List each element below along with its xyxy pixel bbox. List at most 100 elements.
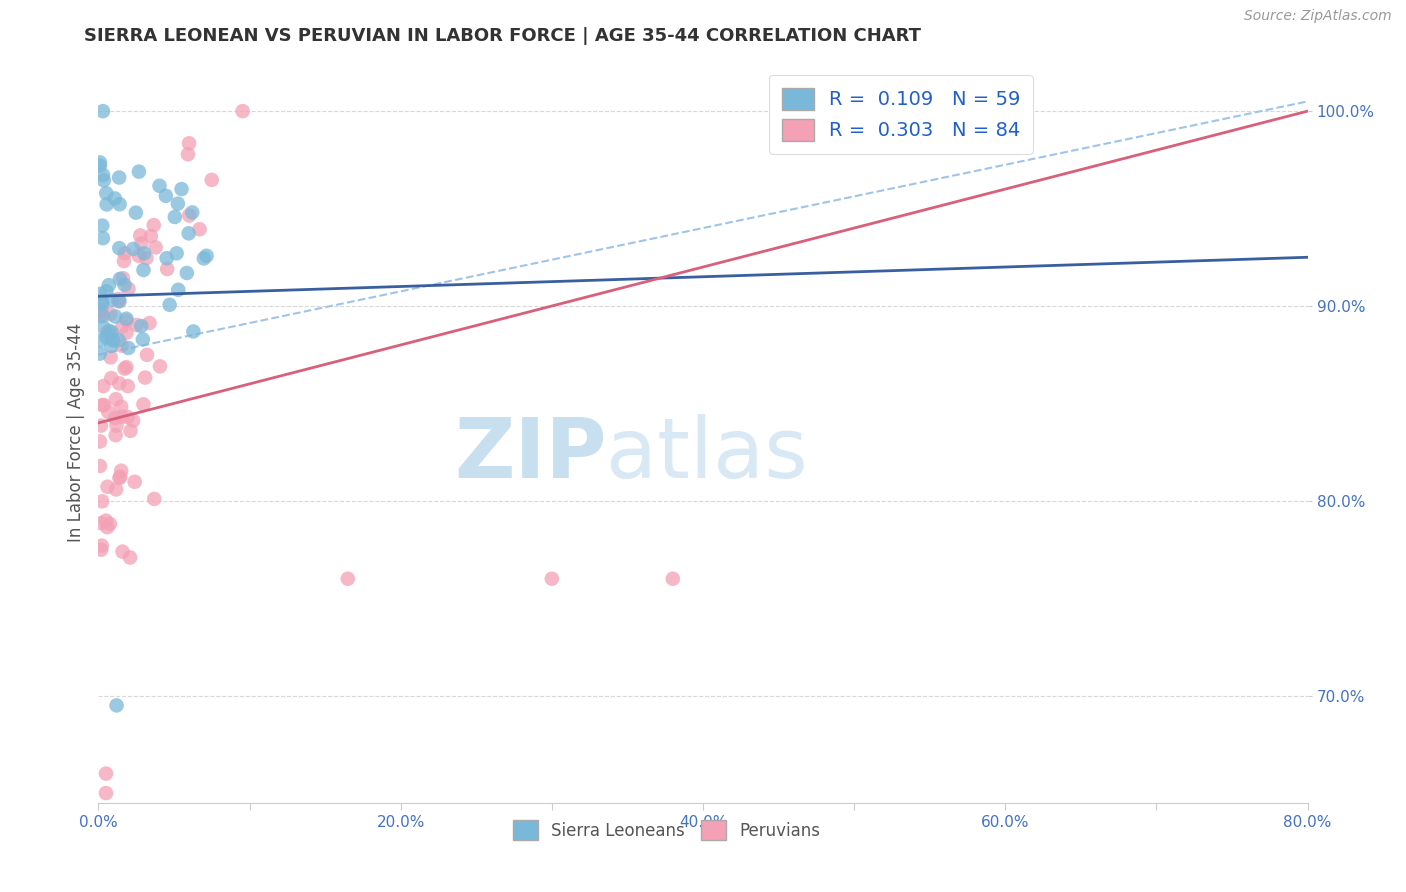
Point (97, 405, 120, 419)
Point (105, 418, 128, 433)
Point (115, 313, 138, 327)
Point (122, 414, 145, 428)
Point (108, 294, 131, 309)
Text: ZIP: ZIP (454, 414, 606, 495)
Point (188, 222, 211, 236)
Point (96, 186, 118, 201)
Point (148, 178, 170, 193)
Point (661, 572, 683, 586)
Point (111, 271, 134, 285)
Point (91, 297, 114, 311)
Point (177, 147, 200, 161)
Point (143, 491, 166, 506)
Point (120, 550, 142, 565)
Point (128, 164, 150, 178)
Point (132, 333, 155, 347)
Point (181, 205, 204, 219)
Point (193, 252, 215, 266)
Point (115, 360, 138, 375)
Point (132, 246, 155, 260)
Point (166, 196, 188, 211)
Text: SIERRA LEONEAN VS PERUVIAN IN LABOR FORCE | AGE 35-44 CORRELATION CHART: SIERRA LEONEAN VS PERUVIAN IN LABOR FORC… (84, 27, 921, 45)
Point (104, 428, 127, 442)
Point (110, 400, 132, 414)
Point (93, 398, 115, 412)
Point (156, 262, 179, 277)
Point (89, 155, 111, 169)
Point (89, 346, 111, 360)
Point (540, 572, 562, 586)
Point (89, 434, 111, 449)
Point (104, 310, 127, 324)
Point (132, 263, 155, 277)
Point (90, 302, 112, 317)
Point (129, 228, 152, 243)
Point (90, 542, 112, 557)
Point (100, 351, 122, 365)
Point (104, 411, 127, 425)
Point (115, 311, 138, 326)
Point (105, 483, 128, 497)
Point (96, 326, 118, 340)
Point (89, 309, 111, 323)
Point (90, 333, 112, 347)
Point (176, 266, 198, 280)
Point (117, 341, 139, 355)
Point (114, 277, 136, 292)
Point (120, 424, 142, 438)
Point (101, 293, 124, 307)
Point (98, 307, 121, 321)
Point (201, 173, 224, 187)
Point (98, 324, 121, 338)
Point (100, 329, 122, 343)
Point (111, 339, 134, 353)
Point (156, 251, 179, 265)
Point (155, 189, 177, 203)
Point (117, 282, 139, 296)
Point (90, 294, 112, 309)
Point (90, 305, 112, 319)
Point (177, 227, 200, 241)
Point (132, 397, 155, 411)
Point (122, 242, 145, 256)
Point (104, 191, 127, 205)
Point (89, 458, 111, 473)
Point (98, 516, 121, 531)
Point (114, 246, 136, 260)
Point (166, 246, 188, 260)
Point (124, 475, 146, 489)
Point (90, 516, 112, 531)
Point (336, 572, 359, 586)
Point (108, 197, 131, 211)
Point (96, 285, 118, 299)
Point (108, 170, 131, 185)
Point (107, 333, 129, 347)
Point (97, 278, 120, 293)
Point (101, 332, 124, 346)
Point (111, 319, 134, 334)
Point (94, 766, 117, 780)
Point (110, 464, 132, 478)
Point (149, 359, 172, 374)
Point (100, 339, 122, 353)
Point (117, 379, 139, 393)
Point (114, 361, 136, 376)
Point (129, 319, 152, 334)
Point (91, 231, 114, 245)
Point (100, 371, 122, 385)
Point (101, 334, 124, 348)
Point (112, 254, 135, 268)
Point (91, 309, 114, 323)
Point (94, 786, 117, 800)
Point (96, 480, 118, 494)
Point (91, 219, 114, 233)
Point (96, 330, 118, 344)
Point (104, 392, 127, 407)
Point (91, 379, 114, 393)
Text: Source: ZipAtlas.com: Source: ZipAtlas.com (1244, 9, 1392, 23)
Point (108, 471, 131, 485)
Point (125, 205, 148, 219)
Point (136, 348, 159, 362)
Point (115, 326, 138, 340)
Point (91, 168, 114, 182)
